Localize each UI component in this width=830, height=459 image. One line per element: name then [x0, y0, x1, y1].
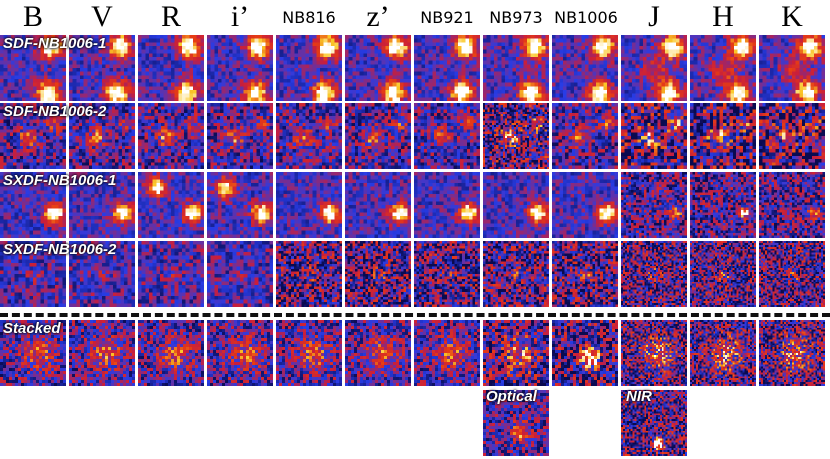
stamp-sdf-nb1006-2-v [69, 103, 135, 169]
band-header-i: i’ [230, 0, 250, 33]
band-header-k: K [781, 0, 803, 33]
stamp-stacked-b [0, 320, 66, 386]
stamp-sxdf-nb1006-1-v [69, 172, 135, 238]
stamp-stacked-r [138, 320, 204, 386]
stamp-stacked-nb921 [414, 320, 480, 386]
stamp-sdf-nb1006-1-nb1006 [552, 35, 618, 101]
stamp-sxdf-nb1006-1-nb1006 [552, 172, 618, 238]
stamp-sdf-nb1006-1-i [207, 35, 273, 101]
stamp-sdf-nb1006-1-z [345, 35, 411, 101]
stamp-sxdf-nb1006-1-nb973 [483, 172, 549, 238]
stamp-stacked-nb973 [483, 320, 549, 386]
stamp-sdf-nb1006-1-b [0, 35, 66, 101]
band-header-nb816: NB816 [282, 7, 336, 27]
stamp-sxdf-nb1006-2-h [690, 241, 756, 307]
stamp-sdf-nb1006-1-v [69, 35, 135, 101]
stamp-sxdf-nb1006-2-k [759, 241, 825, 307]
stamp-sdf-nb1006-1-h [690, 35, 756, 101]
stamp-sdf-nb1006-1-nb816 [276, 35, 342, 101]
stamp-sxdf-nb1006-2-nb816 [276, 241, 342, 307]
stamp-sxdf-nb1006-2-i [207, 241, 273, 307]
stamp-sxdf-nb1006-2-nb973 [483, 241, 549, 307]
band-header-z: z’ [366, 0, 390, 33]
stamp-sdf-nb1006-1-r [138, 35, 204, 101]
stamp-sxdf-nb1006-2-v [69, 241, 135, 307]
stamp-sxdf-nb1006-2-b [0, 241, 66, 307]
stamp-stacked-nb816 [276, 320, 342, 386]
stamp-stacked-h [690, 320, 756, 386]
dashed-divider [0, 313, 830, 317]
stamp-sdf-nb1006-1-nb921 [414, 35, 480, 101]
stamp-sxdf-nb1006-2-r [138, 241, 204, 307]
stamp-stacked-k [759, 320, 825, 386]
band-header-r: R [160, 0, 181, 33]
stamp-sdf-nb1006-2-j [621, 103, 687, 169]
stamp-sxdf-nb1006-1-nb816 [276, 172, 342, 238]
stamp-optical-stack [483, 390, 549, 456]
stamp-sdf-nb1006-2-r [138, 103, 204, 169]
stamp-sxdf-nb1006-1-h [690, 172, 756, 238]
stamp-sdf-nb1006-2-nb1006 [552, 103, 618, 169]
stamp-sxdf-nb1006-2-j [621, 241, 687, 307]
stamp-sxdf-nb1006-1-i [207, 172, 273, 238]
stamp-nir-stack [621, 390, 687, 456]
band-header-h: H [712, 0, 734, 33]
stamp-stacked-i [207, 320, 273, 386]
stamp-sdf-nb1006-2-i [207, 103, 273, 169]
band-header-v: V [91, 0, 113, 33]
stamp-sdf-nb1006-2-b [0, 103, 66, 169]
stamp-sdf-nb1006-2-nb816 [276, 103, 342, 169]
band-header-j: J [648, 0, 660, 33]
stamp-stacked-v [69, 320, 135, 386]
band-header-nb921: NB921 [420, 7, 474, 27]
stamp-sxdf-nb1006-1-k [759, 172, 825, 238]
stamp-sxdf-nb1006-2-z [345, 241, 411, 307]
stamp-sxdf-nb1006-1-z [345, 172, 411, 238]
band-header-nb973: NB973 [489, 7, 543, 27]
band-header-nb1006: NB1006 [554, 7, 618, 27]
band-header-b: B [22, 0, 43, 33]
stamp-sdf-nb1006-2-nb921 [414, 103, 480, 169]
stamp-sxdf-nb1006-2-nb1006 [552, 241, 618, 307]
stamp-sdf-nb1006-2-h [690, 103, 756, 169]
stamp-sxdf-nb1006-1-j [621, 172, 687, 238]
stamp-sxdf-nb1006-1-nb921 [414, 172, 480, 238]
stamp-stacked-nb1006 [552, 320, 618, 386]
stamp-sdf-nb1006-1-j [621, 35, 687, 101]
stamp-stacked-j [621, 320, 687, 386]
stamp-sdf-nb1006-2-z [345, 103, 411, 169]
stamp-sdf-nb1006-1-nb973 [483, 35, 549, 101]
stamp-sxdf-nb1006-1-r [138, 172, 204, 238]
stamp-sdf-nb1006-2-nb973 [483, 103, 549, 169]
stamp-sdf-nb1006-2-k [759, 103, 825, 169]
stamp-sxdf-nb1006-1-b [0, 172, 66, 238]
stamp-stacked-z [345, 320, 411, 386]
stamp-sdf-nb1006-1-k [759, 35, 825, 101]
stamp-sxdf-nb1006-2-nb921 [414, 241, 480, 307]
